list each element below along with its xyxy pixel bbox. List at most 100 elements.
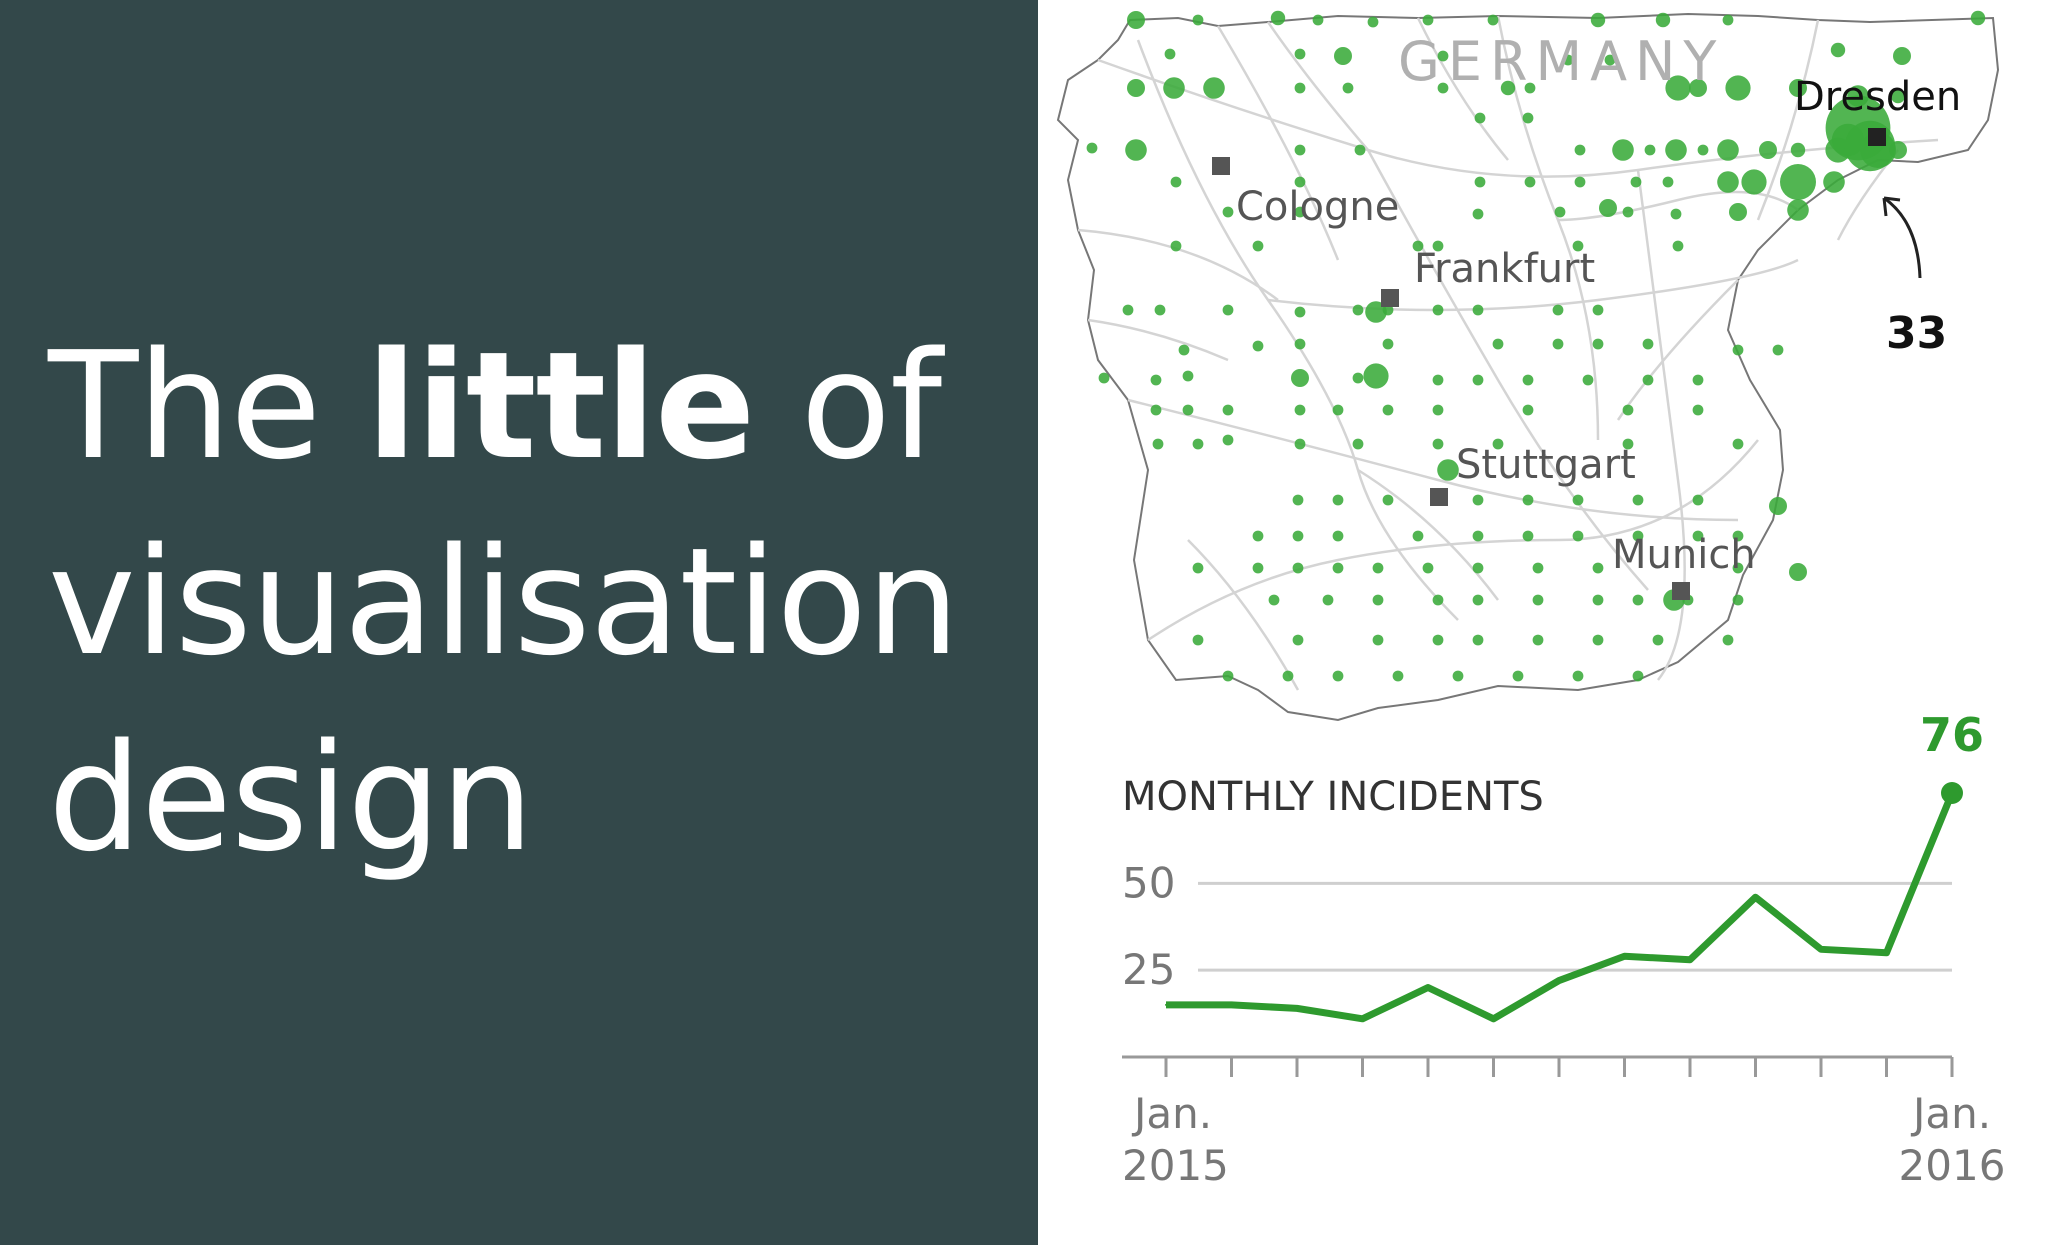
incident-dot (1524, 82, 1536, 94)
city-square-frankfurt (1381, 289, 1399, 307)
incident-dot (1532, 594, 1544, 606)
incident-dot (1086, 142, 1098, 154)
incident-dot (1294, 338, 1306, 350)
callout-arrow (1883, 196, 1922, 279)
incident-dot (1732, 438, 1744, 450)
incident-dot (1732, 562, 1744, 574)
incident-dot (1717, 139, 1739, 161)
incident-dot (1893, 47, 1911, 65)
incident-dot (1367, 16, 1379, 28)
city-marker-cologne: Cologne (1212, 157, 1399, 230)
incident-dot (1554, 206, 1566, 218)
incident-dot (1592, 634, 1604, 646)
data-point (1492, 1017, 1495, 1020)
monthly-incidents-chart: MONTHLY INCIDENTS 25 50 76 Jan. 2015 Jan.… (1122, 708, 2005, 1190)
incident-dot (1524, 176, 1536, 188)
incident-dot (1789, 79, 1807, 97)
incident-dot (1522, 374, 1534, 386)
incident-dot (1474, 112, 1486, 124)
incident-dot (1622, 206, 1634, 218)
incident-dot (1572, 530, 1584, 542)
incident-dot (1725, 75, 1751, 101)
incident-dot (1270, 10, 1286, 26)
incident-dot (1492, 338, 1504, 350)
figure-area: GERMANY Cologne Frankfurt Stuttgart Muni… (1056, 10, 2005, 1190)
title-panel: The little of visualisation design (0, 0, 1038, 1245)
incident-dot (1472, 374, 1484, 386)
incident-dot (1790, 142, 1806, 158)
incident-dot (1692, 530, 1704, 542)
city-square-munich (1672, 582, 1690, 600)
incident-dot (1592, 594, 1604, 606)
title-word-little: little (366, 320, 755, 492)
chart-title: MONTHLY INCIDENTS (1122, 774, 1544, 820)
incident-dot (1592, 562, 1604, 574)
series-line-monthly-incidents (1166, 791, 1956, 1023)
incident-dot (1644, 144, 1656, 156)
incident-dot (1574, 144, 1586, 156)
incident-dot (1492, 438, 1504, 450)
incident-dot (1294, 144, 1306, 156)
incident-dot (1268, 594, 1280, 606)
incident-dot (1170, 240, 1182, 252)
incident-dot (1665, 75, 1691, 101)
incident-dot (1334, 47, 1352, 65)
incident-dot (1294, 206, 1306, 218)
incident-dot (1412, 530, 1424, 542)
city-marker-dresden: Dresden (1794, 74, 1961, 146)
incident-dot (1150, 404, 1162, 416)
data-point (1820, 948, 1822, 951)
incident-dot (1592, 304, 1604, 316)
incident-dot (1291, 369, 1309, 387)
incident-dot (1363, 363, 1389, 389)
data-point (1427, 986, 1429, 989)
y-tick-labels: 25 50 (1122, 858, 1175, 994)
incident-dot (1432, 240, 1444, 252)
incident-dot (1352, 304, 1364, 316)
incident-dot (1592, 338, 1604, 350)
incident-dot (1192, 634, 1204, 646)
incident-dot (1717, 171, 1739, 193)
incident-dot (1170, 176, 1182, 188)
incident-dot (1612, 139, 1634, 161)
incident-dot (1294, 404, 1306, 416)
city-label-cologne: Cologne (1236, 184, 1399, 230)
incident-dot (1222, 206, 1234, 218)
incident-dot (1642, 338, 1654, 350)
incident-dot (1452, 670, 1464, 682)
incident-dot (1332, 670, 1344, 682)
incident-dot (1732, 594, 1744, 606)
incident-dot (1787, 199, 1809, 221)
incident-dot (1772, 344, 1784, 356)
y-tick-label: 50 (1122, 858, 1175, 907)
incident-dot (1422, 14, 1434, 26)
incident-dot (1562, 54, 1574, 66)
slide-title: The little of visualisation design (48, 308, 960, 896)
incident-dot (1322, 594, 1334, 606)
incident-dot (1732, 530, 1744, 542)
incident-dot (1487, 14, 1499, 26)
incident-dot (1332, 530, 1344, 542)
incident-dot (1655, 12, 1671, 28)
incident-dot (1552, 304, 1564, 316)
incident-dot (1632, 494, 1644, 506)
incident-dot (1522, 530, 1534, 542)
x-end-year: 2016 (1899, 1141, 2006, 1190)
incident-dot (1352, 372, 1364, 384)
incident-dot (1472, 594, 1484, 606)
incident-dot (1632, 530, 1644, 542)
incident-dot (1192, 562, 1204, 574)
callout-value: 33 (1886, 308, 1947, 359)
incident-dot (1294, 176, 1306, 188)
city-label-munich: Munich (1612, 532, 1756, 578)
incident-dot (1622, 438, 1634, 450)
incident-dot (1437, 82, 1449, 94)
incident-dot (1382, 404, 1394, 416)
incident-dot (1422, 562, 1434, 574)
incident-dot (1282, 670, 1294, 682)
incident-dot (1432, 438, 1444, 450)
incident-dot (1670, 208, 1682, 220)
title-word-the: The (48, 320, 321, 492)
city-square-dresden (1868, 128, 1886, 146)
incident-dot (1604, 54, 1616, 66)
